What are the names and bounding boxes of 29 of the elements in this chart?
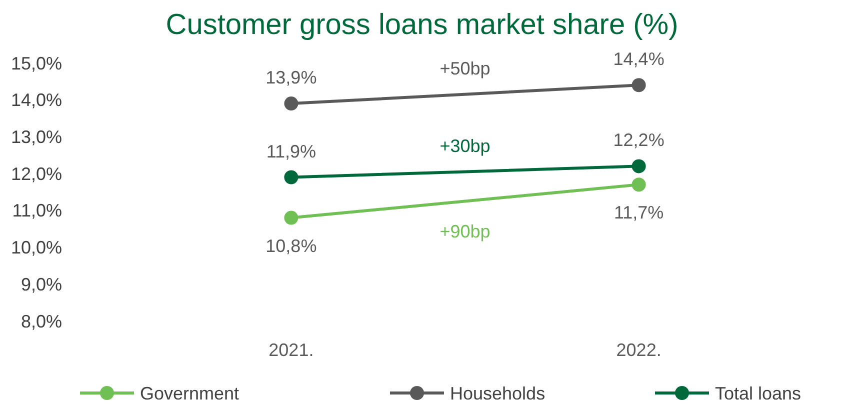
y-tick-label: 10,0% xyxy=(10,238,62,258)
annotation: +30bp xyxy=(440,136,490,156)
point xyxy=(632,178,646,192)
y-tick-label: 14,0% xyxy=(10,90,62,110)
data-label: 10,8% xyxy=(266,236,317,256)
data-label: 11,7% xyxy=(614,202,664,223)
y-tick-label: 9,0% xyxy=(20,274,62,294)
y-tick-label: 15,0% xyxy=(10,53,62,74)
x-tick-label: 2021. xyxy=(268,340,314,360)
data-label: 12,2% xyxy=(613,130,664,150)
legend-label: Total loans xyxy=(715,383,802,404)
legend-label: Households xyxy=(450,383,546,404)
point xyxy=(632,159,646,174)
x-tick-label: 2022. xyxy=(616,340,662,360)
point xyxy=(284,96,298,111)
point xyxy=(284,170,298,184)
point xyxy=(632,78,646,92)
y-tick-label: 8,0% xyxy=(20,311,62,332)
annotation: +50bp xyxy=(440,58,490,79)
annotation: +90bp xyxy=(440,222,490,242)
point xyxy=(284,210,298,225)
data-label: 14,4% xyxy=(613,49,664,70)
data-label: 11,9% xyxy=(266,141,316,162)
y-tick-label: 12,0% xyxy=(10,164,62,184)
chart-title: Customer gross loans market share (%) xyxy=(166,9,678,41)
data-label: 13,9% xyxy=(266,68,317,88)
y-tick-label: 11,0% xyxy=(12,200,62,221)
y-tick-label: 13,0% xyxy=(10,127,62,148)
legend-label: Government xyxy=(140,383,240,404)
